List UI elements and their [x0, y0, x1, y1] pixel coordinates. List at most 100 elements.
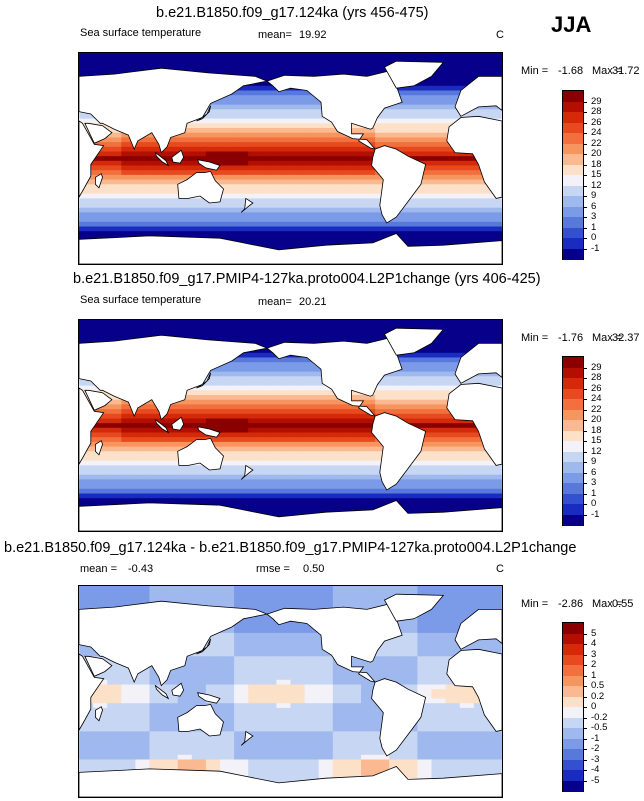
colorbar-swatch — [563, 633, 583, 645]
colorbar-tick — [583, 388, 587, 390]
colorbar-swatch — [563, 472, 583, 484]
land-outline — [171, 682, 185, 697]
colorbar-label: 0.2 — [591, 690, 605, 702]
colorbar-label: 2 — [591, 659, 597, 670]
colorbar-tick — [583, 644, 587, 645]
colorbar-label: -0.2 — [591, 711, 608, 723]
panel-1-max-value: 31.72 — [612, 65, 640, 77]
colorbar-label: -3 — [591, 753, 600, 765]
panel-1-colorbar: 29 28 26 24 22 20 18 15 12 9 6 3 1 0 -1 — [562, 90, 602, 260]
land-outline — [154, 418, 170, 434]
colorbar-label: -2 — [591, 743, 600, 754]
panel-3-rmse-label: rmse = — [256, 563, 290, 575]
land-outline — [79, 653, 105, 732]
colorbar-label: 15 — [591, 435, 602, 446]
land-outline — [197, 692, 221, 704]
colorbar-swatch — [563, 154, 583, 165]
colorbar-swatch — [563, 623, 583, 634]
colorbar-label: 28 — [591, 372, 602, 383]
land-outline — [266, 603, 403, 683]
colorbar-label: 20 — [591, 148, 602, 159]
colorbar-swatch — [563, 122, 583, 134]
colorbar-tick — [583, 675, 587, 677]
colorbar-tick — [583, 441, 587, 442]
colorbar-tick — [583, 493, 587, 495]
colorbar-label: 1 — [591, 669, 597, 681]
colorbar-swatch — [563, 409, 583, 421]
land-outline — [240, 464, 254, 480]
colorbar-tick — [583, 483, 587, 484]
colorbar-tick — [583, 409, 587, 411]
colorbar-label: 20 — [591, 414, 602, 425]
colorbar-swatch — [563, 686, 583, 697]
colorbar-swatch — [563, 462, 583, 473]
colorbar-swatch — [563, 217, 583, 228]
colorbar-swatch — [563, 675, 583, 687]
colorbar-tick — [583, 759, 587, 761]
panel-1-min-value: -1.68 — [558, 65, 584, 77]
land-outline — [371, 678, 427, 757]
colorbar-swatch — [563, 644, 583, 655]
land-outline — [171, 416, 185, 431]
colorbar-swatch — [563, 665, 583, 676]
colorbar-swatch — [563, 91, 583, 102]
colorbar-swatch — [563, 483, 583, 494]
colorbar-label: 0 — [591, 498, 597, 509]
colorbar-swatch — [563, 770, 583, 781]
land-outline — [79, 500, 502, 531]
panel-2-min-value: -1.76 — [558, 332, 584, 344]
land-outline — [240, 730, 254, 746]
colorbar-tick — [583, 248, 587, 250]
colorbar-swatch — [563, 696, 583, 708]
panel-3-colorbar: 5 4 3 2 1 0.5 0.2 0 -0.2 -0.5 -1 -2 -3 -4 -5 — [562, 622, 607, 792]
colorbar-tick — [583, 112, 587, 113]
colorbar-swatch — [563, 206, 583, 218]
land-outline — [371, 145, 427, 224]
colorbar-tick — [583, 430, 587, 432]
colorbar-tick — [583, 462, 587, 463]
colorbar-label: -1 — [591, 242, 600, 254]
panel-3-min-value: -2.86 — [558, 598, 584, 610]
land-outline — [454, 75, 502, 117]
colorbar-tick — [583, 378, 587, 379]
colorbar-label: -1 — [591, 732, 600, 744]
land-outline — [371, 412, 427, 491]
colorbar-swatch — [563, 430, 583, 442]
colorbar-swatch — [563, 441, 583, 452]
panel-3-max-label: Max = — [592, 598, 623, 610]
map-canvas — [79, 320, 502, 531]
colorbar-tick — [583, 154, 587, 155]
panel-2-variable-label: Sea surface temperature — [80, 294, 202, 306]
colorbar-tick — [583, 738, 587, 740]
colorbar-swatch — [563, 399, 583, 410]
colorbar-label: 12 — [591, 445, 602, 457]
land-outline — [94, 173, 103, 189]
colorbar-tick — [583, 399, 587, 400]
colorbar-label: 29 — [591, 95, 602, 107]
colorbar-swatch — [563, 196, 583, 207]
panel-2-max-label: Max = — [592, 332, 623, 344]
colorbar-tick — [583, 728, 587, 729]
colorbar-label: 3 — [591, 211, 597, 222]
colorbar-swatch — [563, 101, 583, 113]
colorbar-label: 18 — [591, 424, 602, 436]
land-outline — [383, 60, 445, 89]
colorbar-label: 12 — [591, 179, 602, 191]
colorbar-swatch — [563, 133, 583, 144]
colorbar-tick — [583, 770, 587, 771]
colorbar-label: -0.5 — [591, 722, 608, 733]
land-outline — [79, 766, 502, 797]
colorbar-swatch — [563, 707, 583, 718]
colorbar-tick — [583, 749, 587, 750]
colorbar-swatch — [563, 388, 583, 400]
land-outline — [197, 426, 221, 438]
panel-2-map — [78, 319, 503, 532]
colorbar-swatch — [563, 504, 583, 515]
panel-3-min-label: Min = — [521, 598, 549, 610]
land-outline — [446, 115, 502, 199]
colorbar-label: 3 — [591, 648, 597, 660]
colorbar-swatch — [563, 654, 583, 666]
colorbar-label: 28 — [591, 106, 602, 117]
land-outline — [84, 122, 113, 144]
land-outline — [79, 334, 269, 421]
